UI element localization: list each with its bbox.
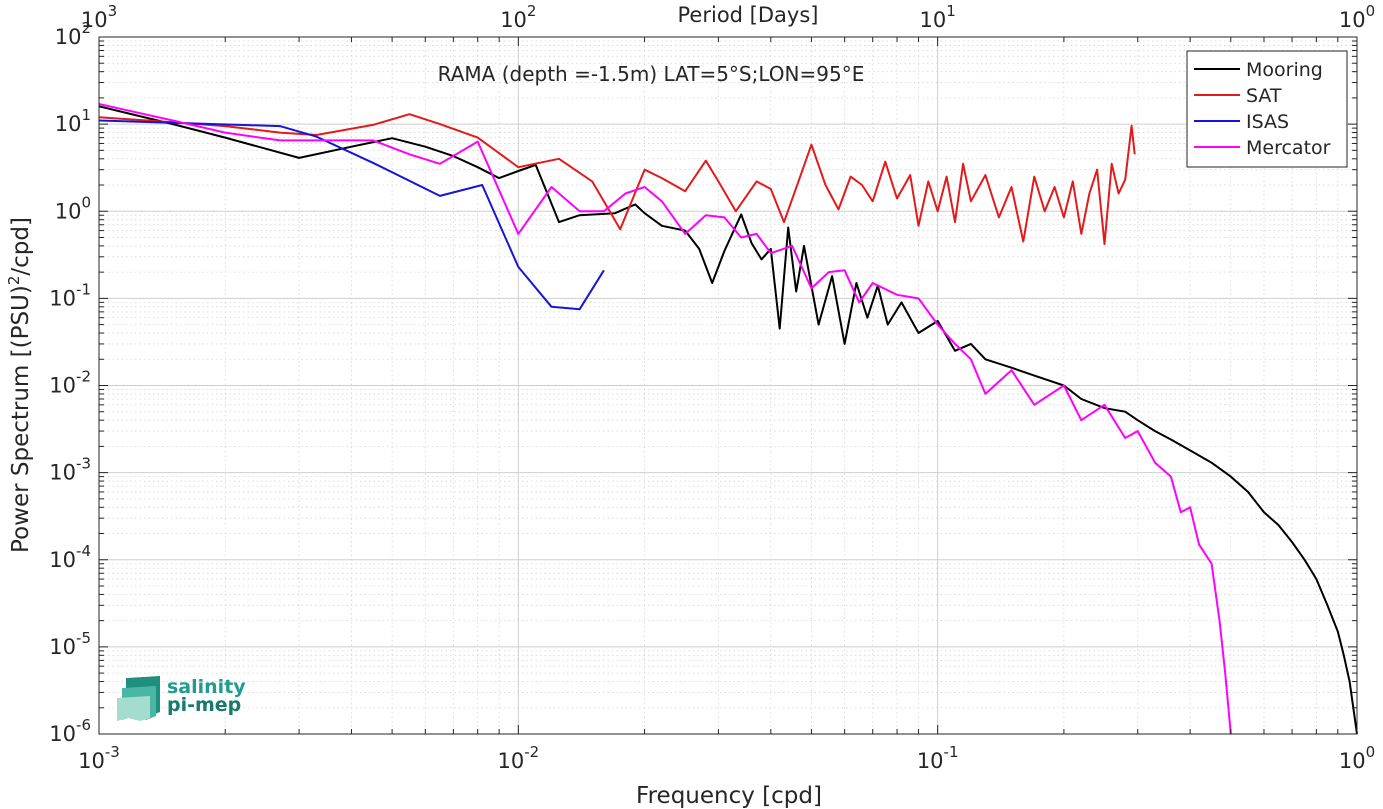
x-tick-label: 10-3 xyxy=(78,743,120,773)
y-tick-label-exp: -2 xyxy=(76,368,91,386)
y-tick-label: 101 xyxy=(55,106,91,136)
y-tick-label-exp: 0 xyxy=(81,193,91,211)
y-axis-label: Power Spectrum [(PSU)2/cpd] xyxy=(5,217,34,553)
x-tick-label-exp: -3 xyxy=(105,743,120,761)
x-tick-label: 10-2 xyxy=(497,743,539,773)
y-tick-label: 10-6 xyxy=(49,716,91,746)
legend-items: Mooring SAT ISAS Mercator xyxy=(1194,59,1331,159)
chart-title: RAMA (depth =-1.5m) LAT=5°S;LON=95°E xyxy=(438,62,865,86)
salinity-pi-mep-logo: salinity pi-mep xyxy=(117,676,246,721)
series-line-sat xyxy=(98,113,1136,246)
top-tick-label-base: 10 xyxy=(500,8,527,32)
legend-label-sat: SAT xyxy=(1246,85,1282,107)
x-tick-label-exp: -1 xyxy=(944,743,959,761)
y-tick-label-exp: 2 xyxy=(81,19,91,37)
x-tick-label: 10-1 xyxy=(917,743,959,773)
y-tick-label-exp: -1 xyxy=(76,280,91,298)
top-tick-label-base: 10 xyxy=(920,8,947,32)
x-axis-label: Frequency [cpd] xyxy=(636,783,822,809)
top-tick-label-base: 10 xyxy=(1339,8,1366,32)
x-tick-label-base: 10 xyxy=(497,749,524,773)
y-tick-label-base: 10 xyxy=(55,112,82,136)
y-tick-label: 100 xyxy=(55,193,91,223)
y-tick-label-base: 10 xyxy=(49,286,76,310)
top-tick-label: 101 xyxy=(920,2,956,32)
y-axis-label-prefix: Power Spectrum [(PSU) xyxy=(8,285,34,553)
y-tick-label: 10-3 xyxy=(49,455,91,485)
top-tick-label-exp: 0 xyxy=(1366,2,1376,20)
y-tick-label: 10-1 xyxy=(49,280,91,310)
top-tick-label-base: 10 xyxy=(81,8,108,32)
legend-label-isas: ISAS xyxy=(1246,111,1289,133)
y-tick-label-exp: -3 xyxy=(76,455,91,473)
y-axis-label-suffix: /cpd] xyxy=(8,217,34,276)
series-line-mercator xyxy=(98,103,1232,735)
series-layer xyxy=(98,103,1358,735)
logo-text-pi-mep: pi-mep xyxy=(167,694,241,716)
x-tick-label-exp: 0 xyxy=(1366,743,1376,761)
y-tick-label-base: 10 xyxy=(49,374,76,398)
series-line-isas xyxy=(98,119,605,311)
y-tick-label-base: 10 xyxy=(49,635,76,659)
logo-text-salinity: salinity xyxy=(167,676,246,698)
top-tick-label-exp: 2 xyxy=(527,2,537,20)
y-tick-label-exp: -5 xyxy=(76,629,91,647)
y-axis-label-sup: 2 xyxy=(5,276,23,286)
x-tick-label-exp: -2 xyxy=(524,743,539,761)
y-tick-label-base: 10 xyxy=(49,722,76,746)
y-tick-label-base: 10 xyxy=(49,548,76,572)
top-tick-label: 103 xyxy=(81,2,117,32)
y-tick-label-exp: -6 xyxy=(76,716,91,734)
top-tick-label: 100 xyxy=(1339,2,1375,32)
x-tick-label-base: 10 xyxy=(917,749,944,773)
top-tick-label-exp: 1 xyxy=(946,2,956,20)
legend-label-mooring: Mooring xyxy=(1246,59,1323,81)
minor-grid xyxy=(99,37,1357,734)
y-tick-label-base: 10 xyxy=(49,461,76,485)
y-tick-label: 10-5 xyxy=(49,629,91,659)
y-tick-label-base: 10 xyxy=(55,25,82,49)
series-line-mooring xyxy=(98,105,1358,735)
top-tick-label-exp: 3 xyxy=(108,2,118,20)
x-tick-label-base: 10 xyxy=(1339,749,1366,773)
logo-wave-front xyxy=(117,696,150,721)
x-tick-label-base: 10 xyxy=(78,749,105,773)
y-tick-label-exp: -4 xyxy=(76,542,91,560)
y-tick-label-base: 10 xyxy=(55,199,82,223)
x-tick-label: 100 xyxy=(1339,743,1375,773)
y-tick-label-exp: 1 xyxy=(81,106,91,124)
top-tick-label: 102 xyxy=(500,2,536,32)
top-axis-label: Period [Days] xyxy=(678,3,819,27)
legend-label-mercator: Mercator xyxy=(1246,137,1331,159)
legend: Mooring SAT ISAS Mercator xyxy=(1186,50,1348,168)
y-tick-label: 10-4 xyxy=(49,542,91,572)
y-tick-label: 10-2 xyxy=(49,368,91,398)
y-tick-label: 102 xyxy=(55,19,91,49)
